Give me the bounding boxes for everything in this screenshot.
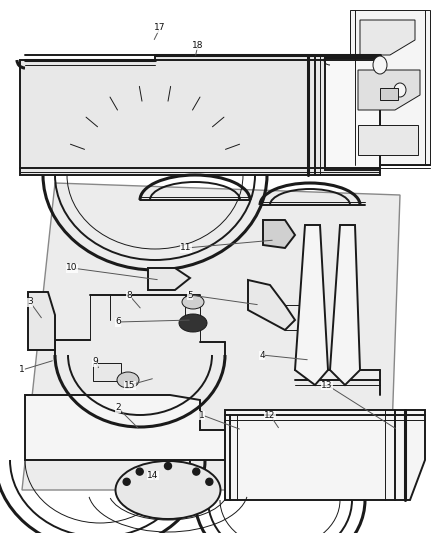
Text: 1: 1 xyxy=(199,410,205,419)
Text: 5: 5 xyxy=(187,290,193,300)
Polygon shape xyxy=(358,125,418,155)
Circle shape xyxy=(193,468,200,475)
Polygon shape xyxy=(350,10,430,165)
Text: 13: 13 xyxy=(321,381,333,390)
Text: 17: 17 xyxy=(154,23,166,33)
Circle shape xyxy=(206,478,213,485)
Text: 6: 6 xyxy=(115,318,121,327)
Circle shape xyxy=(165,463,172,470)
Ellipse shape xyxy=(116,461,220,519)
Ellipse shape xyxy=(117,372,139,388)
Text: 14: 14 xyxy=(147,471,159,480)
Text: 10: 10 xyxy=(66,263,78,272)
Text: 18: 18 xyxy=(192,41,204,50)
Circle shape xyxy=(136,468,143,475)
Text: 8: 8 xyxy=(126,290,132,300)
Polygon shape xyxy=(148,268,190,290)
Text: 9: 9 xyxy=(92,358,98,367)
Polygon shape xyxy=(295,225,328,385)
Text: 3: 3 xyxy=(27,297,33,306)
Polygon shape xyxy=(330,225,360,385)
Polygon shape xyxy=(25,395,240,460)
Ellipse shape xyxy=(182,295,204,309)
Text: 15: 15 xyxy=(124,381,136,390)
Text: 11: 11 xyxy=(180,244,192,253)
Text: 1: 1 xyxy=(19,366,25,375)
Polygon shape xyxy=(248,280,295,330)
Circle shape xyxy=(123,478,130,485)
Ellipse shape xyxy=(373,56,387,74)
Bar xyxy=(93,363,121,381)
Polygon shape xyxy=(263,220,295,248)
Polygon shape xyxy=(28,292,55,350)
Polygon shape xyxy=(358,70,420,110)
Polygon shape xyxy=(360,20,415,55)
Ellipse shape xyxy=(394,83,406,97)
Bar xyxy=(380,88,398,100)
Polygon shape xyxy=(22,183,400,490)
Text: 2: 2 xyxy=(115,403,121,413)
Ellipse shape xyxy=(179,314,207,332)
Polygon shape xyxy=(20,55,380,175)
Polygon shape xyxy=(225,410,425,500)
Text: 12: 12 xyxy=(264,410,276,419)
Bar xyxy=(325,58,380,170)
Text: 4: 4 xyxy=(259,351,265,359)
